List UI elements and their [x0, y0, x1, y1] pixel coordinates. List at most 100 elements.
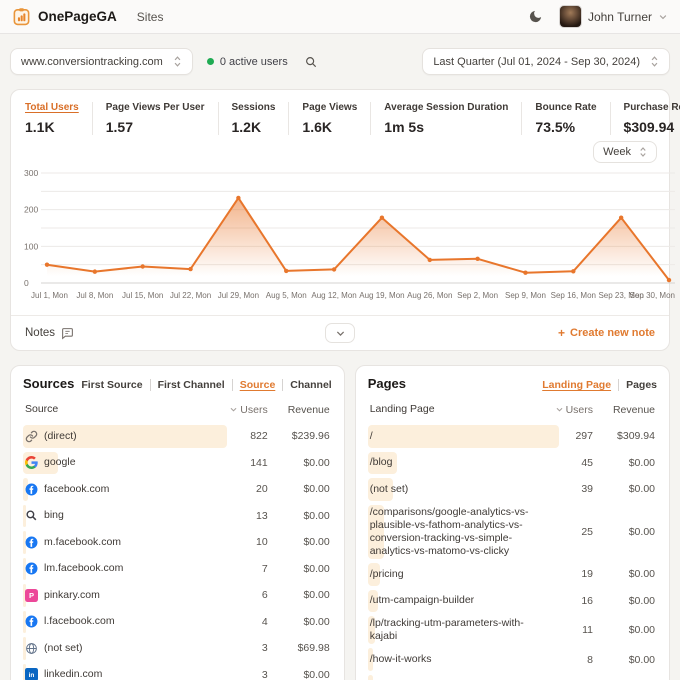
row-revenue: $0.00: [303, 562, 330, 575]
select-chevrons-icon: [639, 146, 647, 158]
source-row[interactable]: (direct) 822 $239.96: [23, 423, 332, 450]
facebook-icon: [25, 562, 38, 575]
notes-row: Notes + Create new note: [11, 315, 669, 350]
tab-landing-page[interactable]: Landing Page: [535, 379, 620, 391]
metric-label: Total Users: [25, 102, 79, 113]
row-users: 3: [261, 668, 268, 680]
source-row[interactable]: bing 13 $0.00: [23, 503, 332, 530]
row-label: /utm-campaign-builder: [369, 594, 475, 607]
row-users: 7: [261, 562, 268, 575]
page-row[interactable]: / 297 $309.94: [367, 423, 657, 450]
page-row[interactable]: /blog 45 $0.00: [367, 450, 657, 477]
traffic-chart[interactable]: 0 100 200 300 Jul 1, Mon Jul 8, Mon Jul 15, Mo…: [21, 165, 677, 311]
row-highlight-bar: [23, 425, 227, 448]
linkedin-icon: in: [25, 668, 38, 680]
metric-value: 1.57: [105, 119, 133, 135]
row-highlight-bar: [23, 663, 26, 680]
tab-first-channel[interactable]: First Channel: [151, 379, 233, 391]
chart-area: 0 100 200 300 Jul 1, Mon Jul 8, Mon Jul 15, Mo…: [11, 163, 675, 311]
metric-sessions[interactable]: Sessions 1.2K: [217, 102, 289, 135]
create-note-button[interactable]: + Create new note: [558, 326, 655, 340]
app-logo-icon: [12, 7, 31, 26]
date-range-select[interactable]: Last Quarter (Jul 01, 2024 - Sep 30, 202…: [422, 48, 670, 75]
metric-label: Page Views: [302, 102, 358, 113]
metric-label: Page Views Per User: [105, 102, 205, 113]
pages-title: Pages: [367, 376, 407, 391]
svg-text:300: 300: [24, 168, 38, 178]
bottom-panels: Sources First Source First Channel Source C…: [10, 365, 670, 680]
link-icon: [25, 430, 38, 443]
brand-name: OnePageGA: [38, 9, 117, 24]
row-users: 11: [582, 624, 593, 637]
column-landing-page[interactable]: Landing Page: [369, 403, 435, 415]
tab-pages[interactable]: Pages: [626, 379, 657, 391]
page-row[interactable]: /lp/tracking-utm-parameters-with-kajabi 1…: [367, 614, 657, 646]
sources-column-headers: Source Users Revenue: [23, 391, 332, 423]
svg-text:Jul 22, Mon: Jul 22, Mon: [170, 291, 211, 300]
column-revenue[interactable]: Revenue: [612, 403, 655, 416]
tab-channel[interactable]: Channel: [290, 379, 332, 391]
row-users: 8: [587, 653, 593, 666]
page-row[interactable]: /utm-campaign-builder 16 $0.00: [367, 588, 657, 615]
source-row[interactable]: in linkedin.com 3 $0.00: [23, 662, 332, 680]
row-label: lm.facebook.com: [44, 562, 124, 575]
toolbar: www.conversiontracking.com 0 active user…: [10, 48, 670, 75]
row-users: 20: [256, 483, 268, 496]
metric-page-views-per-user[interactable]: Page Views Per User 1.57: [91, 102, 218, 135]
source-row[interactable]: facebook.com 20 $0.00: [23, 476, 332, 503]
avatar: [558, 5, 582, 28]
row-users: 45: [581, 456, 593, 469]
row-users: 16: [581, 594, 593, 607]
page-row[interactable]: (not set) 39 $0.00: [367, 476, 657, 503]
tab-first-source[interactable]: First Source: [74, 379, 151, 391]
column-users[interactable]: Users: [543, 404, 593, 416]
source-row[interactable]: l.facebook.com 4 $0.00: [23, 609, 332, 636]
granularity-select[interactable]: Week: [593, 141, 657, 163]
dark-mode-toggle[interactable]: [526, 7, 545, 26]
metric-value: 73.5%: [535, 119, 576, 135]
source-row[interactable]: m.facebook.com 10 $0.00: [23, 529, 332, 556]
site-select[interactable]: www.conversiontracking.com: [10, 48, 193, 75]
svg-text:Jul 15, Mon: Jul 15, Mon: [122, 291, 163, 300]
column-source[interactable]: Source: [25, 403, 59, 415]
nav-sites[interactable]: Sites: [136, 9, 164, 24]
page-row[interactable]: /pricing 19 $0.00: [367, 561, 657, 588]
source-row[interactable]: google 141 $0.00: [23, 450, 332, 477]
sources-rows: (direct) 822 $239.96 google 141 $0.00 facebook…: [23, 423, 332, 680]
tab-source[interactable]: Source: [233, 379, 284, 391]
chevron-down-icon: [658, 12, 668, 22]
metric-purchase-revenue[interactable]: Purchase Revenue $309.94: [609, 102, 680, 135]
column-users[interactable]: Users: [218, 404, 268, 416]
pages-tabs: Landing Page Pages: [535, 379, 657, 391]
row-revenue: $0.00: [628, 653, 655, 666]
metric-page-views[interactable]: Page Views 1.6K: [288, 102, 370, 135]
metric-total-users[interactable]: Total Users 1.1K: [25, 102, 92, 135]
metric-label: Purchase Revenue: [623, 102, 680, 113]
metric-bounce-rate[interactable]: Bounce Rate 73.5%: [521, 102, 609, 135]
svg-text:Aug 26, Mon: Aug 26, Mon: [407, 291, 452, 300]
row-users: 13: [256, 509, 268, 522]
select-chevrons-icon: [650, 55, 659, 68]
facebook-icon: [25, 536, 38, 549]
sources-title: Sources: [23, 376, 75, 391]
row-users: 297: [575, 430, 593, 443]
pinkary-icon: P: [25, 588, 38, 602]
page-row[interactable]: /how-it-works 8 $0.00: [367, 646, 657, 673]
sources-panel: Sources First Source First Channel Source C…: [10, 365, 345, 680]
svg-text:Sep 2, Mon: Sep 2, Mon: [457, 291, 498, 300]
collapse-notes-button[interactable]: [325, 323, 355, 343]
user-menu[interactable]: John Turner: [558, 5, 668, 28]
search-button[interactable]: [302, 53, 320, 71]
source-row[interactable]: lm.facebook.com 7 $0.00: [23, 556, 332, 583]
column-revenue[interactable]: Revenue: [287, 403, 330, 416]
row-users: 39: [581, 483, 593, 496]
brand[interactable]: OnePageGA: [12, 7, 117, 26]
source-row[interactable]: (not set) 3 $69.98: [23, 635, 332, 662]
page-row[interactable]: /comparisons/google-analytics-vs-plausib…: [367, 503, 657, 562]
svg-text:P: P: [29, 591, 34, 600]
row-highlight-bar: [23, 504, 27, 528]
metric-average-session-duration[interactable]: Average Session Duration 1m 5s: [370, 102, 521, 135]
svg-text:Aug 5, Mon: Aug 5, Mon: [266, 291, 307, 300]
page-row[interactable]: /integrations/avada-forms8$0.00: [367, 673, 657, 680]
